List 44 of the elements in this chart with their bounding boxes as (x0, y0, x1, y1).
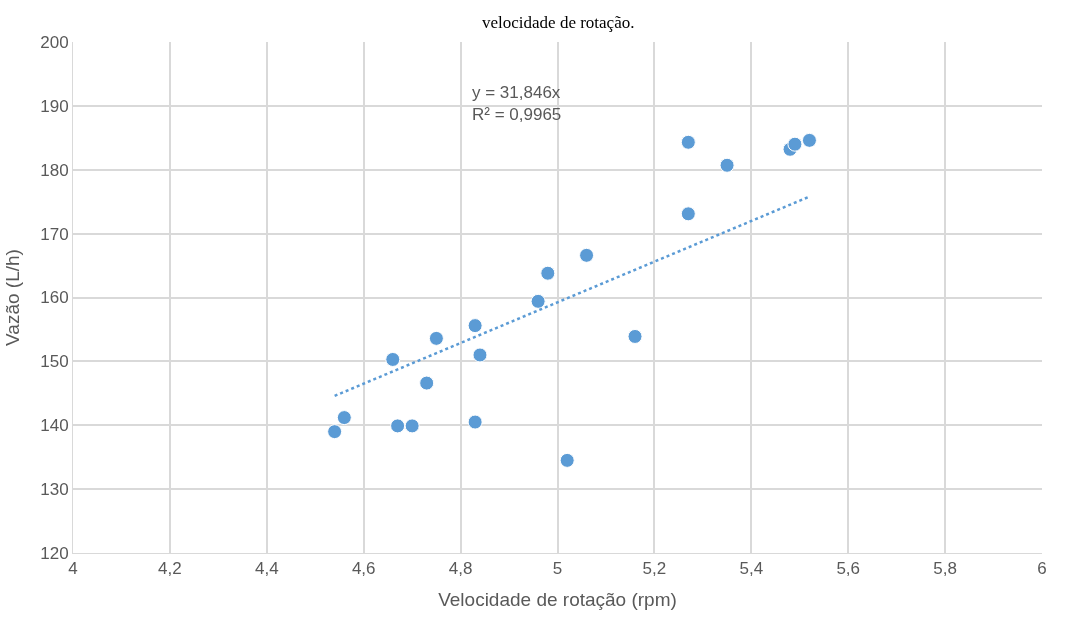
x-tick-label: 6 (1037, 559, 1047, 579)
point (540, 265, 556, 281)
x-tick-label: 5,8 (933, 559, 957, 579)
point (467, 414, 483, 430)
y-tick-label: 170 (40, 224, 69, 244)
x-tick-label: 4 (68, 559, 78, 579)
point (627, 328, 643, 344)
y-axis-title: Vazão (L/h) (2, 249, 24, 346)
x-tick-label: 5,4 (739, 559, 764, 579)
point (467, 318, 483, 334)
y-tick-label: 140 (40, 416, 69, 436)
y-tick-label: 120 (40, 543, 69, 563)
x-tick-label: 4,8 (448, 559, 473, 579)
y-tick-label: 150 (40, 352, 69, 372)
y-tick-label: 130 (40, 480, 69, 500)
y-tick-label: 190 (40, 96, 69, 116)
annotation: y = 31,846x R² = 0,9965 (472, 83, 562, 125)
x-tick-label: 4,2 (158, 559, 182, 579)
y-tick-label: 180 (40, 160, 69, 180)
x-tick-label: 5,2 (642, 559, 667, 579)
y-tick-label: 200 (40, 32, 69, 52)
x-tick-label: 5 (552, 559, 563, 579)
point (385, 351, 401, 367)
point (428, 330, 444, 346)
point (530, 293, 546, 309)
y-tick-label: 160 (40, 288, 69, 308)
x-axis-title: Velocidade de rotação (rpm) (438, 589, 677, 611)
point (404, 418, 420, 434)
point (327, 424, 343, 440)
point (787, 136, 803, 152)
point (680, 134, 696, 150)
point (579, 247, 595, 263)
x-tick-label: 4,4 (254, 559, 279, 579)
point (680, 206, 696, 222)
point (472, 347, 488, 363)
point (419, 375, 435, 391)
point (559, 452, 575, 468)
point (390, 418, 406, 434)
x-tick-label: 5,6 (836, 559, 861, 579)
x-tick-label: 4,6 (351, 559, 376, 579)
point (719, 157, 735, 173)
text: velocidade de rotação. (482, 13, 635, 32)
point (336, 410, 352, 426)
point (801, 132, 817, 148)
